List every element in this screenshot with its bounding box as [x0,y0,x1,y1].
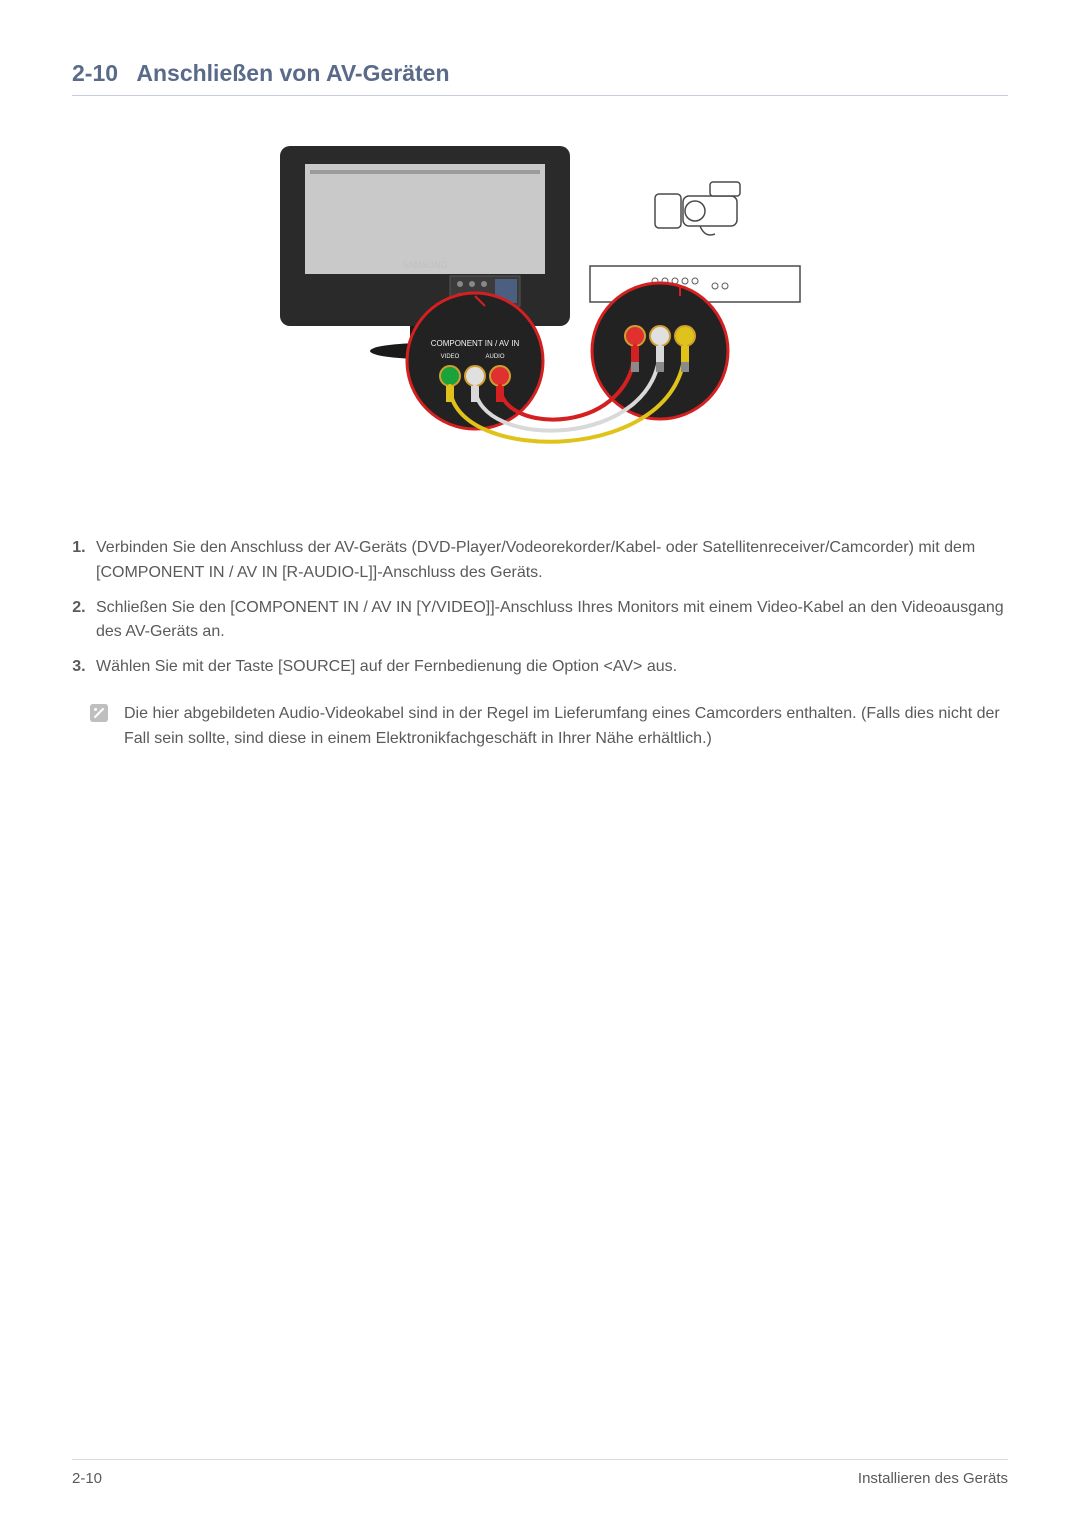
callout-audio-label: AUDIO [485,354,504,360]
monitor-brand-label: SAMSUNG [402,260,448,270]
note-text: Die hier abgebildeten Audio-Videokabel s… [124,702,1008,752]
camcorder-icon [655,182,740,235]
connection-diagram: SAMSUNG [260,136,820,496]
page: 2-10 Anschließen von AV-Geräten SAMSUNG [0,0,1080,1527]
instruction-step: Wählen Sie mit der Taste [SOURCE] auf de… [90,655,1008,680]
page-footer: 2-10 Installieren des Geräts [72,1459,1008,1487]
callout-monitor-ports: COMPONENT IN / AV IN VIDEO AUDIO [407,293,543,429]
callout-port-label: COMPONENT IN / AV IN [431,339,520,348]
instruction-list: Verbinden Sie den Anschluss der AV-Gerät… [72,536,1008,680]
instruction-step: Schließen Sie den [COMPONENT IN / AV IN … [90,596,1008,646]
note-icon [90,704,108,722]
heading-title: Anschließen von AV-Geräten [136,60,449,86]
footer-page-number: 2-10 [72,1470,102,1487]
instruction-step: Verbinden Sie den Anschluss der AV-Gerät… [90,536,1008,586]
callout-video-label: VIDEO [441,354,460,360]
note: Die hier abgebildeten Audio-Videokabel s… [72,702,1008,752]
footer-section-title: Installieren des Geräts [858,1470,1008,1487]
figure-container: SAMSUNG [72,136,1008,496]
section-heading: 2-10 Anschließen von AV-Geräten [72,60,1008,96]
heading-number: 2-10 [72,60,118,86]
